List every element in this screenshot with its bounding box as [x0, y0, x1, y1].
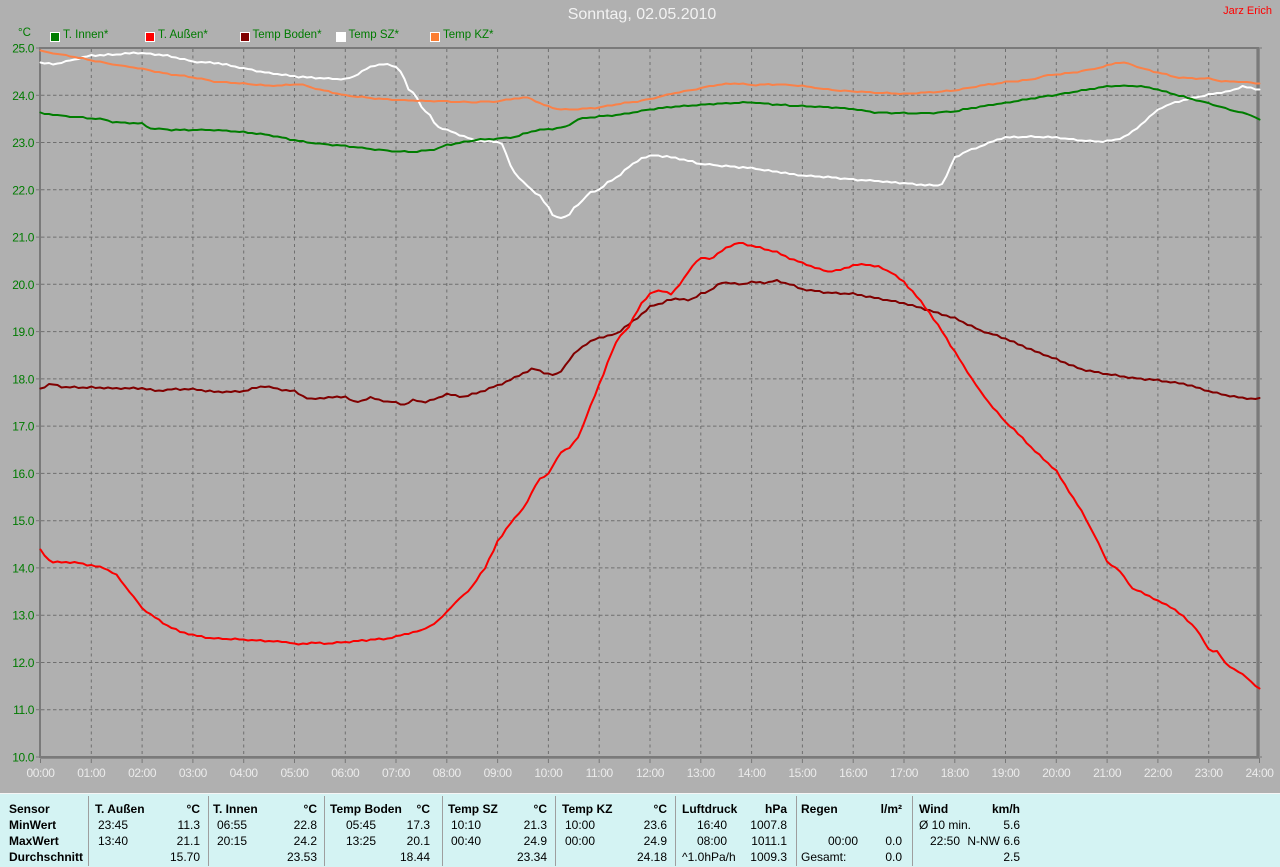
svg-text:15.0: 15.0: [12, 514, 34, 528]
svg-text:24:00: 24:00: [1245, 766, 1274, 780]
svg-text:23:00: 23:00: [1195, 766, 1224, 780]
svg-text:03:00: 03:00: [179, 766, 208, 780]
svg-text:25.0: 25.0: [12, 42, 34, 56]
svg-text:14.0: 14.0: [12, 561, 34, 575]
svg-text:12.0: 12.0: [12, 656, 34, 670]
svg-text:06:00: 06:00: [331, 766, 360, 780]
svg-text:10.0: 10.0: [12, 751, 34, 765]
svg-text:16.0: 16.0: [12, 467, 34, 481]
svg-text:22.0: 22.0: [12, 183, 34, 197]
svg-text:20:00: 20:00: [1042, 766, 1071, 780]
svg-text:22:00: 22:00: [1144, 766, 1173, 780]
svg-text:19:00: 19:00: [991, 766, 1020, 780]
svg-text:10:00: 10:00: [534, 766, 563, 780]
svg-text:05:00: 05:00: [280, 766, 309, 780]
svg-text:24.0: 24.0: [12, 89, 34, 103]
svg-text:11.0: 11.0: [13, 703, 35, 717]
svg-text:04:00: 04:00: [230, 766, 259, 780]
svg-text:11:00: 11:00: [586, 766, 614, 780]
svg-text:12:00: 12:00: [636, 766, 665, 780]
svg-text:19.0: 19.0: [12, 325, 34, 339]
svg-text:01:00: 01:00: [77, 766, 106, 780]
svg-text:16:00: 16:00: [839, 766, 868, 780]
svg-text:18.0: 18.0: [12, 372, 34, 386]
svg-text:18:00: 18:00: [941, 766, 970, 780]
svg-text:15:00: 15:00: [788, 766, 817, 780]
svg-text:21:00: 21:00: [1093, 766, 1122, 780]
svg-text:23.0: 23.0: [12, 136, 34, 150]
svg-text:21.0: 21.0: [12, 231, 34, 245]
svg-text:00:00: 00:00: [26, 766, 55, 780]
svg-text:14:00: 14:00: [738, 766, 767, 780]
svg-text:02:00: 02:00: [128, 766, 157, 780]
svg-text:09:00: 09:00: [484, 766, 513, 780]
svg-text:07:00: 07:00: [382, 766, 411, 780]
svg-text:08:00: 08:00: [433, 766, 462, 780]
svg-text:20.0: 20.0: [12, 278, 34, 292]
svg-text:17:00: 17:00: [890, 766, 919, 780]
svg-text:13.0: 13.0: [12, 609, 34, 623]
svg-text:17.0: 17.0: [12, 420, 34, 434]
svg-text:13:00: 13:00: [687, 766, 716, 780]
